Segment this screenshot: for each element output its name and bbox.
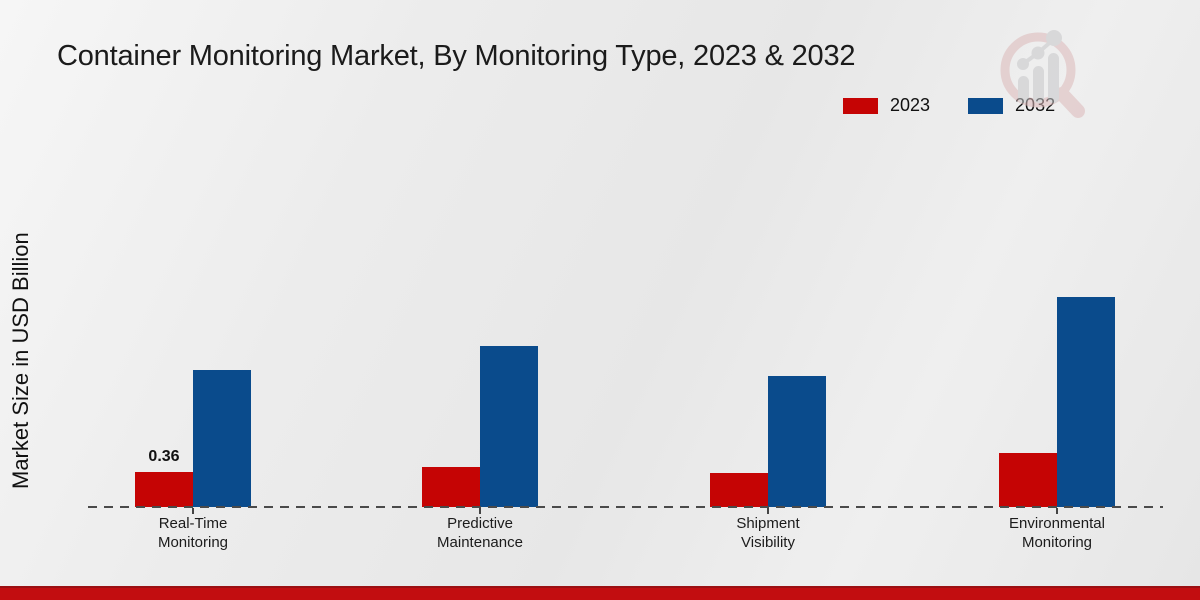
bar-2023-category-2: [710, 473, 768, 507]
x-axis-tick: [1056, 508, 1058, 514]
legend-swatch-2023: [843, 97, 878, 114]
legend-label-2023: 2023: [890, 95, 931, 115]
legend-item-2023: 2023: [843, 95, 930, 116]
bar-2032-category-2: [768, 376, 826, 507]
magnifier-chart-logo-icon: [1000, 30, 1085, 118]
x-axis-category-label: Shipment Visibility: [736, 515, 800, 551]
x-axis-tick: [479, 508, 481, 514]
x-axis-tick: [192, 508, 194, 514]
x-axis-category-label: Real-Time Monitoring: [157, 515, 229, 551]
bar-2032-category-0: [193, 370, 251, 507]
bar-2023-category-0: [135, 472, 193, 507]
x-axis-category-label: Environmental Monitoring: [1009, 515, 1105, 551]
x-axis-dashed-line: [88, 506, 1163, 508]
x-axis-tick: [767, 508, 769, 514]
legend-swatch-2032: [968, 97, 1004, 114]
bar-value-label: 0.36: [148, 448, 180, 465]
bar-2032-category-1: [480, 346, 538, 507]
bar-2023-category-3: [999, 453, 1057, 507]
chart-title: Container Monitoring Market, By Monitori…: [57, 40, 856, 72]
bar-2023-category-1: [422, 467, 480, 507]
bottom-accent-band: [0, 586, 1200, 600]
x-axis-category-label: Predictive Maintenance: [437, 515, 523, 551]
bar-2032-category-3: [1057, 297, 1115, 507]
